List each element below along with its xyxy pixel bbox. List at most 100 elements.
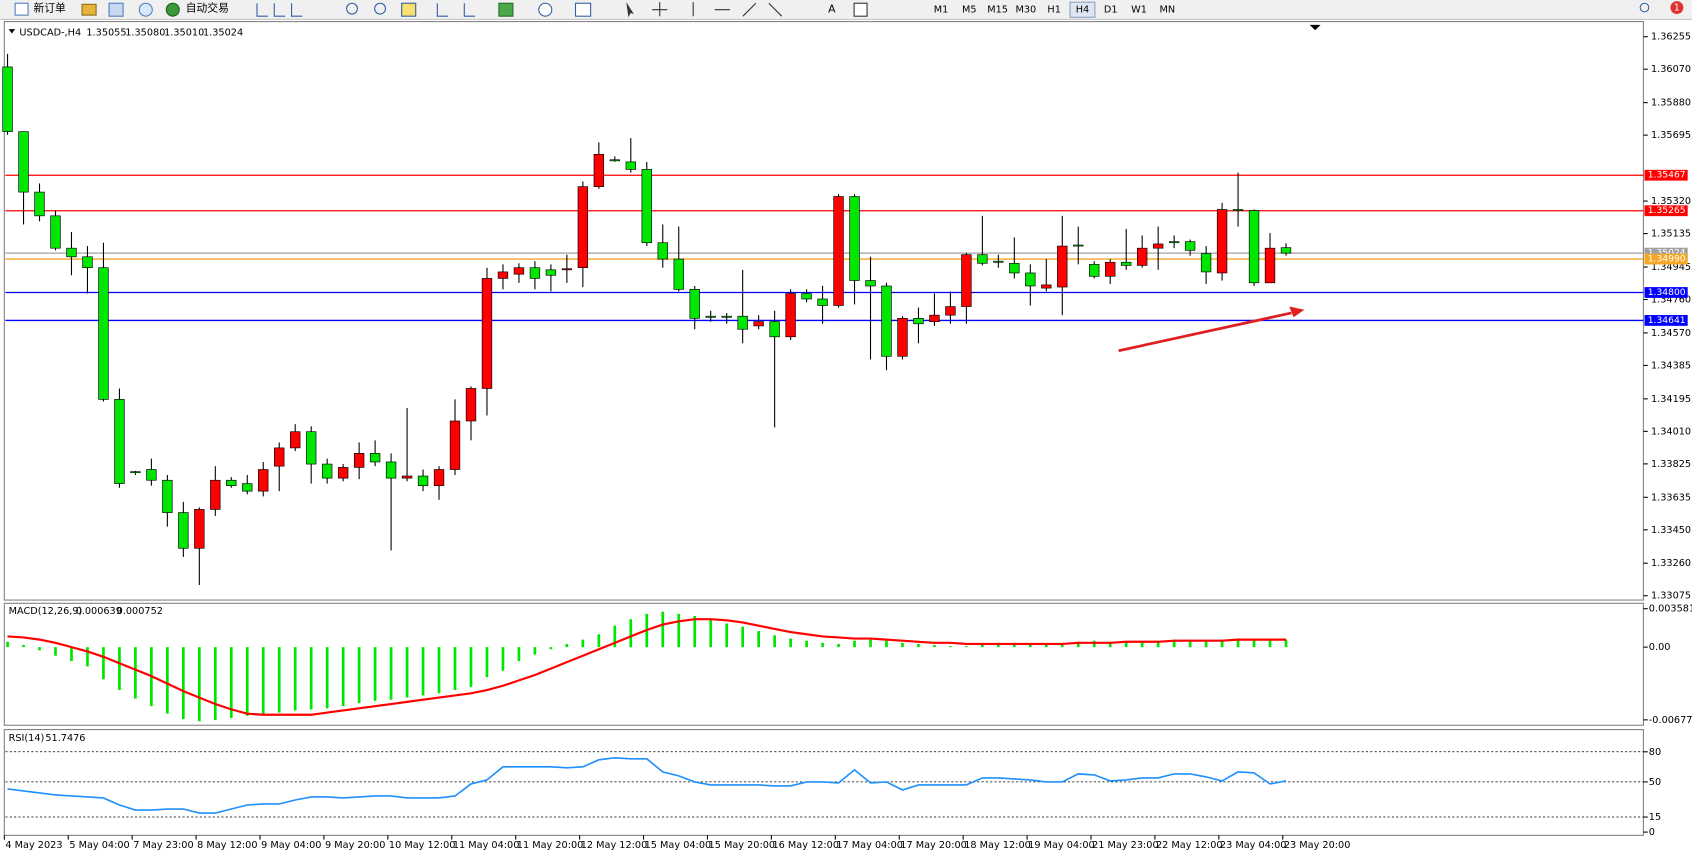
candle-body [673,258,684,290]
templates-icon[interactable] [574,2,592,17]
cursor-icon[interactable] [626,2,634,18]
candle-body [290,431,301,449]
candle-body [274,447,285,467]
candle-body [433,469,445,487]
new-order-button[interactable]: 新订单 [14,2,66,16]
zoom-out-icon[interactable] [374,2,387,15]
y-tick-label: 1.35320 [1651,196,1691,207]
candle-body [2,66,13,132]
y-tick-label: 1.34760 [1651,295,1691,306]
candle-body [1009,262,1020,274]
candle-body [513,267,525,275]
candle-body [385,461,397,479]
level-tag [1644,287,1688,298]
candle-body [1264,247,1276,284]
navigator-icon[interactable] [138,2,153,17]
notification-badge[interactable] [1670,1,1684,15]
label-tool[interactable] [853,2,868,17]
shift-marker [1309,24,1321,31]
annotation-arrowhead [1289,306,1305,318]
x-tick-label: 15 May 04:00 [645,840,712,851]
candle-body [849,196,860,281]
y-tick-label: 1.36255 [1651,32,1691,43]
candle-body [561,268,573,271]
candle-body [1184,241,1196,251]
timeframes: M1 M5 M15 M30 H1 H4 D1 W1 MN [934,1,1175,18]
indicators-icon[interactable] [498,2,514,17]
y-tick-label: 80 [1649,747,1661,758]
y-tick-label: 1.34385 [1651,360,1691,371]
level-tag [1644,315,1688,326]
x-tick-label: 7 May 23:00 [133,840,193,851]
timeframe-label: M15 [987,5,1008,16]
x-tick-label: 19 May 04:00 [1028,840,1095,851]
candle-body [321,463,333,479]
toolbar-bg [0,0,1692,20]
macd-panel [3,602,1644,726]
candle-body [1200,253,1212,273]
x-tick-label: 17 May 20:00 [900,840,967,851]
notification-count: 1 [1674,3,1680,14]
market-watch-icon[interactable] [108,2,124,17]
candle-body [657,242,668,260]
candle-body [721,315,732,318]
candle-body [1089,264,1100,277]
y-tick-label: 1.35135 [1651,229,1691,240]
zoom-in-icon[interactable] [346,2,358,15]
history-icon[interactable] [81,3,97,16]
y-tick-label: 0.003581 [1649,604,1692,615]
y-tick-label: 1.33825 [1651,459,1691,470]
x-tick-label: 10 May 12:00 [389,840,456,851]
y-tick-label: 1.34010 [1651,426,1691,437]
button-label: 自动交易 [186,2,229,15]
candle-body [66,247,77,258]
candle-body [609,159,621,162]
timeframe-label: M1 [934,5,949,16]
rsi-readout: 51.7476 [45,733,85,744]
timeframe-label: M30 [1016,5,1037,16]
periods-icon[interactable] [538,2,553,17]
candle-body [1041,284,1052,289]
x-tick-label: 23 May 04:00 [1220,840,1287,851]
candle-body [18,131,29,193]
search-icon[interactable] [1639,2,1650,13]
x-tick-label: 5 May 04:00 [69,840,129,851]
y-tick-label: 15 [1649,812,1661,823]
rsi-panel [3,729,1644,836]
candle-body [194,509,205,549]
candle-body [497,271,509,279]
candle-body [306,431,317,465]
timeframe-label: D1 [1104,5,1118,16]
level-label: 1.35265 [1648,205,1686,216]
x-tick-label: 12 May 12:00 [581,840,648,851]
candle-body [897,318,908,357]
timeframe-label: H4 [1076,5,1089,16]
auto-trading-button[interactable]: 自动交易 [165,2,229,17]
x-tick-label: 21 May 23:00 [1092,840,1159,851]
candle-body [162,479,173,513]
candle-body [481,278,493,389]
scroll-icons[interactable] [436,3,476,17]
candle-body [114,399,125,484]
candle-body [210,479,221,510]
x-tick-label: 4 May 2023 [5,840,62,851]
candle-body [577,186,589,269]
candle-body [369,453,381,463]
candle-body [226,479,237,487]
line-tools[interactable] [652,2,783,17]
symbol-menu[interactable] [8,29,16,34]
timeframe-label: H1 [1047,5,1060,16]
y-tick-label: 1.36070 [1651,64,1691,75]
icon [165,2,180,17]
macd-readout: 0.000639 [76,606,122,617]
text-tool[interactable]: A [828,3,836,16]
chart-type-icons[interactable] [256,3,303,17]
y-tick-label: 50 [1649,777,1661,788]
x-tick-label: 22 May 12:00 [1156,840,1223,851]
tile-icon[interactable] [401,2,417,17]
macd-readout: 0.000752 [117,606,163,617]
timeframe-button[interactable] [1069,1,1096,18]
toolbar: 新订单 自动交易 A M1 M5 M15 M30 H1 H4 D1 W1 MN 1 [0,0,1692,20]
candle-body [146,469,157,481]
